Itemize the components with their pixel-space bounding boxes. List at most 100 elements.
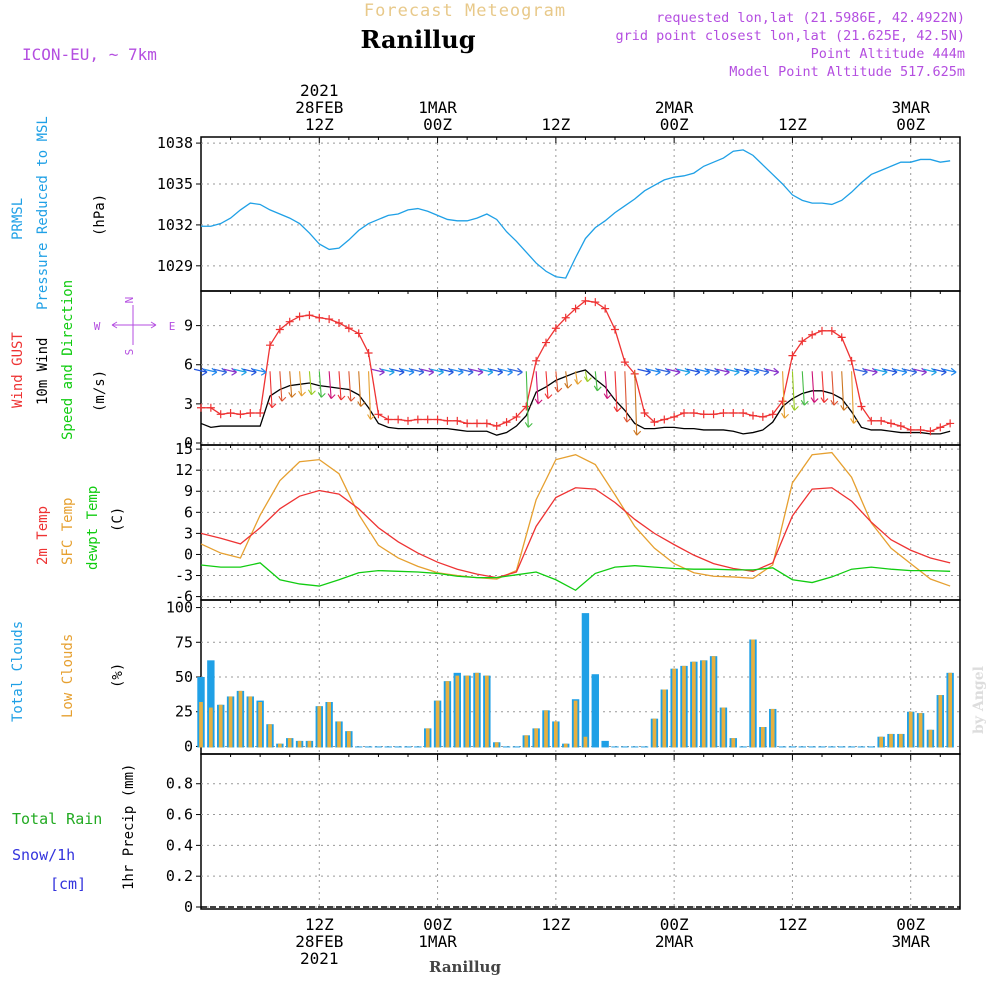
gust-marker [818, 326, 826, 335]
ytick-label-temperature: 3 [184, 524, 193, 542]
wind-direction-arrow [337, 371, 346, 401]
gust-marker [867, 416, 876, 425]
cloud-bar-low [889, 733, 893, 748]
cloud-bar-low [711, 656, 716, 748]
wind-direction-arrow [524, 371, 533, 428]
wind-direction-arrow [268, 371, 277, 409]
cloud-bar-total [798, 746, 806, 748]
ytick-label-clouds: 75 [175, 633, 193, 651]
wind-direction-arrow [864, 367, 878, 376]
wind-direction-arrow [430, 367, 444, 376]
cloud-bar-low [721, 707, 726, 748]
gust-marker [266, 341, 274, 350]
gust-marker [256, 409, 265, 417]
panel-frame-wind [200, 290, 961, 446]
cloud-bar-low [938, 695, 943, 748]
point-altitude: Point Altitude 444m [811, 46, 965, 62]
wind-direction-arrow [479, 367, 494, 376]
gust-marker [709, 410, 718, 419]
cloud-bar-low [494, 742, 499, 748]
wind-direction-arrow [765, 367, 780, 376]
cloud-bar-low [652, 718, 657, 748]
cloud-bar-low [879, 736, 883, 748]
cloud-bar-low [258, 702, 262, 748]
gust-marker [906, 425, 915, 434]
cloud-bar-total [788, 746, 797, 748]
gust-marker [620, 358, 629, 367]
gust-marker [384, 415, 393, 424]
ylabel-2m-temp: 2m Temp [35, 506, 51, 565]
top-time-label: 2MAR [655, 98, 694, 117]
series-line-wind-gust [201, 300, 951, 432]
cloud-bar-low [485, 675, 489, 748]
ytick-label-clouds: 0 [184, 737, 193, 755]
cloud-bar-low [682, 665, 686, 748]
wind-direction-arrow [800, 371, 809, 406]
ytick-label-temperature: 15 [175, 440, 193, 458]
gust-marker [216, 410, 225, 419]
cloud-bar-low [573, 700, 578, 748]
cloud-bar-total [414, 746, 422, 748]
ytick-label-precip: 0 [184, 898, 193, 916]
ylabel-low-clouds: Low Clouds [60, 634, 76, 718]
wind-direction-arrow [943, 367, 957, 376]
wind-direction-arrow [544, 371, 553, 400]
ylabel-wind-gust: Wind GUST [10, 332, 26, 408]
bottom-time-label: 3MAR [891, 932, 930, 951]
wind-direction-arrow [657, 367, 671, 376]
wind-direction-arrow [854, 367, 868, 376]
cloud-bar-low [218, 704, 223, 748]
series-line-sfc-temp [200, 451, 951, 587]
gust-marker [236, 410, 245, 419]
compass-rose-icon [111, 305, 157, 345]
cloud-bar-low [692, 661, 696, 748]
cloud-bar-low [770, 708, 775, 748]
cloud-bar-total [867, 746, 875, 748]
gust-marker [325, 315, 334, 324]
cloud-bar-low [554, 721, 558, 748]
gust-marker [413, 415, 422, 424]
gust-marker [354, 329, 363, 338]
gust-marker [689, 409, 698, 417]
wind-direction-arrow [410, 367, 425, 376]
ylabel-ms: (m/s) [92, 370, 108, 412]
gust-marker [542, 338, 550, 347]
top-time-label: 1MAR [418, 98, 457, 117]
bottom-time-label: 00Z [896, 915, 925, 934]
wind-direction-arrow [933, 367, 947, 376]
wind-direction-arrow [420, 367, 435, 376]
gust-marker [463, 419, 472, 428]
gust-marker [758, 412, 767, 421]
gust-marker [512, 412, 521, 421]
wind-direction-arrow [400, 367, 415, 376]
cloud-bar-total [611, 746, 619, 748]
footer-location: Ranillug [429, 958, 501, 976]
ytick-label-clouds: 50 [175, 668, 193, 686]
cloud-bar-total [828, 746, 836, 748]
wind-direction-arrow [781, 371, 789, 419]
gust-marker [374, 410, 383, 419]
cloud-bar-low [465, 675, 469, 748]
gust-marker [453, 416, 462, 425]
wind-direction-arrow [253, 367, 267, 376]
ytick-label-wind: 0 [184, 434, 193, 452]
ylabel-percent: (%) [110, 663, 126, 688]
cloud-bar-low [524, 735, 529, 748]
gust-marker [788, 351, 797, 360]
requested-coords: requested lon,lat (21.5986E, 42.4922N) [656, 10, 965, 26]
cloud-bar-low [563, 743, 568, 748]
ytick-label-temperature: 9 [184, 482, 193, 500]
bottom-time-label: 2MAR [655, 932, 694, 951]
label-cm: [cm] [50, 875, 86, 893]
wind-direction-arrow [381, 367, 395, 376]
ytick-label-wind: 9 [184, 317, 193, 335]
bottom-time-label: 28FEB [295, 932, 343, 951]
wind-direction-arrow [203, 367, 218, 376]
cloud-bar-low [455, 675, 460, 748]
ytick-label-temperature: 0 [184, 545, 193, 563]
gust-marker [275, 325, 284, 334]
wind-direction-arrow [440, 367, 454, 376]
ytick-label-wind: 3 [184, 395, 193, 413]
wind-direction-arrow [893, 367, 908, 376]
series-line-2m-temp [200, 487, 951, 579]
